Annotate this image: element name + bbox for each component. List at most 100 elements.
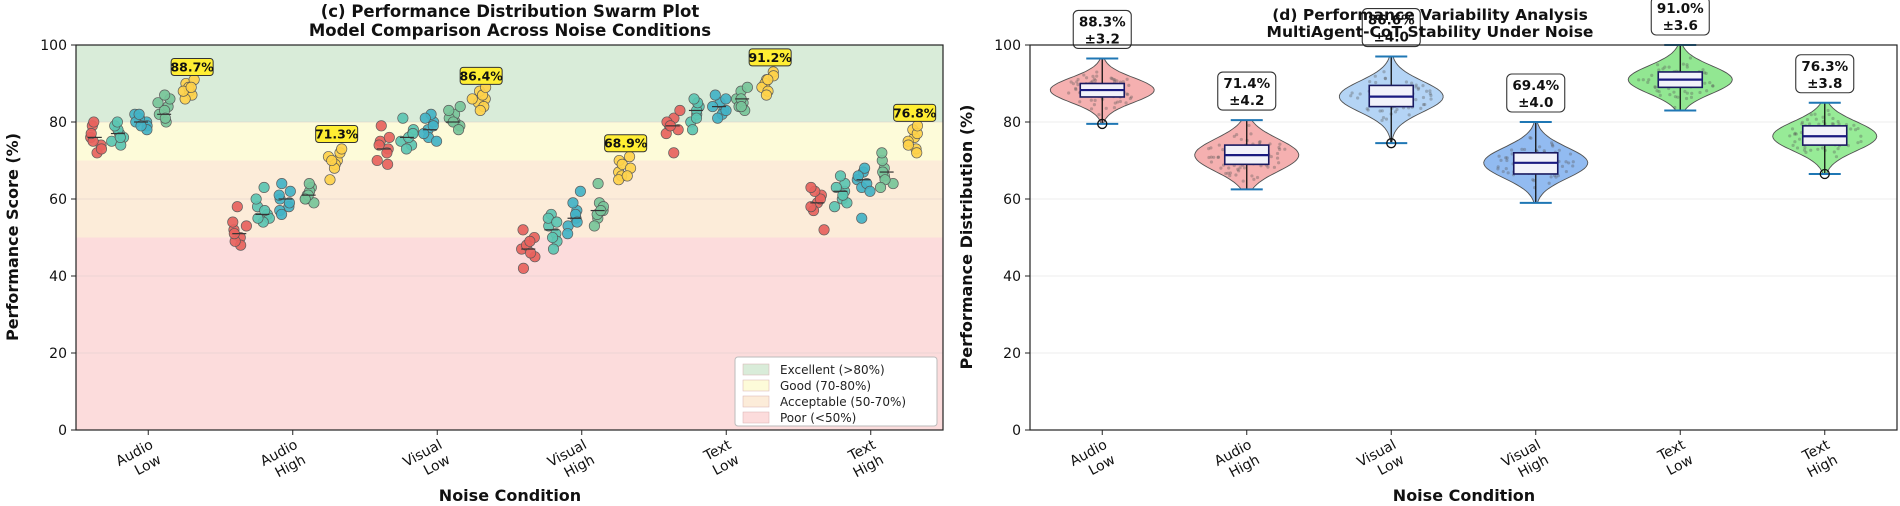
annotation-mean: 71.4% [1223, 76, 1270, 92]
sample-point [1275, 151, 1280, 156]
sample-point [1657, 89, 1661, 94]
sample-point [1522, 147, 1527, 152]
violins [1049, 44, 1878, 204]
sample-point [1076, 82, 1080, 87]
sample-point [1859, 139, 1863, 144]
sample-point [1224, 171, 1228, 176]
swarm-point [562, 228, 574, 240]
swarm-point [674, 104, 686, 116]
swarm-point [524, 235, 536, 247]
swarm-point [273, 189, 285, 201]
sample-point [1856, 141, 1860, 145]
violin [1772, 101, 1878, 180]
grid-lines-left [76, 121, 943, 354]
annotation-std: ±3.8 [1807, 76, 1842, 92]
swarm-point [427, 120, 439, 132]
sample-point [1705, 89, 1709, 93]
sample-point [1104, 106, 1108, 110]
sample-point [1393, 110, 1398, 114]
swarm-point [453, 124, 465, 136]
sample-point [1217, 143, 1221, 147]
sample-point [1247, 123, 1251, 128]
sample-point [1093, 98, 1097, 102]
swarm-point [547, 243, 560, 255]
swarm-point [152, 97, 164, 109]
sample-point [1232, 134, 1236, 138]
plot-frame-right [1029, 44, 1898, 431]
annotation-value: 86.4% [459, 68, 503, 83]
sample-point [1793, 132, 1797, 136]
mean-annotation-right: 71.4%±4.2 [1217, 71, 1277, 111]
sample-point [1350, 91, 1354, 95]
annotation-box [170, 58, 214, 77]
sample-point [1676, 95, 1680, 99]
sample-point [1125, 77, 1129, 81]
swarm-point [111, 116, 123, 128]
annotation-std: ±3.2 [1085, 31, 1120, 47]
swarm-point [283, 197, 295, 209]
y-tick-label: 60 [1003, 192, 1021, 208]
sample-point [1684, 96, 1689, 101]
legend-box [734, 356, 938, 427]
swarm-point [621, 170, 633, 182]
annotation-value: 71.3% [315, 126, 359, 141]
sample-point [1817, 122, 1821, 126]
legend-label: Acceptable (50-70%) [780, 395, 906, 409]
annotation-std: ±3.6 [1663, 18, 1698, 34]
mean-annotation-right: 76.3%±3.8 [1795, 54, 1855, 94]
swarm-point [856, 212, 868, 224]
sample-point [1658, 93, 1662, 97]
mean-annotation-right: 69.4%±4.0 [1506, 73, 1566, 113]
sample-point [1538, 145, 1542, 149]
sample-point [1071, 82, 1076, 86]
swarm-point [418, 128, 430, 140]
annotation-std: ±4.2 [1229, 93, 1264, 109]
sample-point [1672, 90, 1676, 94]
mean-annotation-right: 88.3%±3.2 [1072, 9, 1132, 50]
sample-point [1421, 84, 1425, 88]
swarm-point [720, 93, 732, 105]
sample-point [1113, 101, 1117, 105]
sample-point [1414, 85, 1418, 89]
swarm-point [875, 181, 887, 193]
annotation-mean: 88.3% [1079, 14, 1126, 30]
y-tick-label: 40 [49, 269, 67, 285]
sample-point [1283, 147, 1287, 151]
swarm-point [400, 143, 412, 155]
sample-point [1238, 166, 1242, 170]
sample-point [1827, 112, 1831, 117]
annotation-std: ±4.0 [1374, 30, 1409, 46]
swarm-point [814, 193, 826, 205]
swarm-plot-panel: 88.7% 71.3% 86.4% 68.9% 91.2% 76.8% 0 20 40 60 80… [3, 2, 944, 505]
sample-point [1414, 98, 1418, 102]
swarm-point [159, 89, 171, 101]
x-axis-label-right: Noise Condition [1393, 486, 1535, 505]
annotation-box [1795, 54, 1855, 94]
sample-point [1429, 93, 1433, 98]
sample-point [1129, 95, 1134, 99]
swarm-point [258, 181, 270, 193]
annotation-box [1650, 0, 1710, 36]
swarm-point [133, 108, 145, 120]
plot-frame-left [75, 44, 944, 431]
sample-point [1128, 96, 1132, 101]
sample-point [1277, 145, 1281, 150]
swarm-point [517, 224, 529, 236]
mean-annotation-right: 86.6%±4.0 [1361, 8, 1421, 48]
sample-point [1496, 167, 1500, 171]
sample-point [1688, 56, 1693, 60]
swarm-point [709, 89, 721, 101]
sample-point [1428, 89, 1432, 93]
swarm-point [829, 201, 841, 213]
sample-point [1221, 148, 1225, 152]
sample-point [1074, 87, 1078, 92]
swarm-point [571, 216, 583, 228]
chart-subtitle-right: MultiAgent-CoT Stability Under Noise [1267, 23, 1594, 41]
sample-point [1859, 134, 1863, 138]
sample-point [1813, 112, 1817, 116]
violin-plot-panel: 88.3%±3.271.4%±4.286.6%±4.069.4%±4.091.0… [957, 0, 1898, 505]
sample-point [1821, 115, 1825, 119]
y-ticks-left: 0 20 40 60 80 100 [40, 38, 76, 439]
